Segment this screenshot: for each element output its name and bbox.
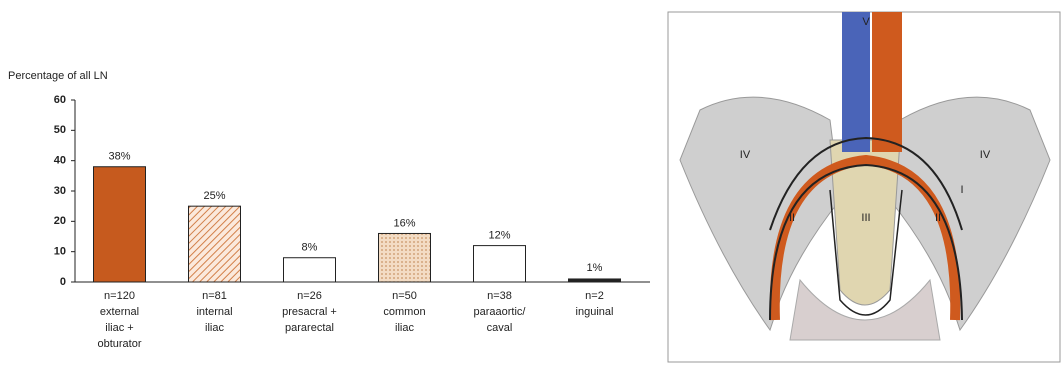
y-tick-label: 50 — [54, 124, 66, 136]
y-tick-label: 10 — [54, 246, 66, 258]
region-label: II — [789, 212, 795, 224]
data-label: 25% — [203, 190, 225, 202]
sacrum — [829, 139, 901, 306]
y-tick-label: 0 — [60, 276, 66, 288]
bar — [473, 245, 526, 283]
x-tick-label: iliac + — [105, 322, 133, 334]
artery — [872, 12, 902, 152]
x-tick-label: paraaortic/ — [474, 306, 527, 318]
x-tick-label: iliac — [395, 322, 414, 334]
region-outline — [769, 136, 963, 231]
region-outline — [769, 163, 963, 321]
y-axis-label: Percentage of all LN — [8, 70, 108, 82]
y-tick-label: 30 — [54, 185, 66, 197]
data-label: 8% — [302, 242, 318, 254]
data-label: 16% — [393, 217, 415, 229]
x-tick-label: n=38 — [487, 290, 512, 302]
y-tick-label: 40 — [54, 155, 66, 167]
vein — [842, 12, 870, 152]
pubis — [789, 278, 941, 341]
x-tick-label: obturator — [97, 338, 141, 350]
x-tick-label: n=81 — [202, 290, 227, 302]
label-bg — [485, 229, 514, 242]
region-label: V — [862, 16, 870, 28]
bar — [283, 257, 336, 283]
x-tick-label: internal — [196, 306, 232, 318]
x-tick-label: presacral + — [282, 306, 337, 318]
label-bg — [200, 190, 229, 203]
label-bg — [105, 150, 134, 163]
y-tick-label: 60 — [54, 94, 66, 106]
region-label: IV — [740, 149, 751, 161]
bar — [378, 232, 431, 283]
ilium-left — [679, 96, 841, 332]
bar — [188, 205, 241, 283]
bar-chart: Percentage of all LN 0 10 20 30 40 50 60 38% n=1… — [8, 70, 650, 350]
x-tick-label: pararectal — [285, 322, 334, 334]
ilium-right — [889, 96, 1051, 332]
data-label: 1% — [587, 262, 603, 274]
illustration: V IV IV III II II I — [667, 11, 1061, 363]
bar — [93, 166, 146, 283]
x-tick-label: n=2 — [585, 290, 604, 302]
data-label: 12% — [488, 230, 510, 242]
region-label: I — [960, 184, 963, 196]
label-bg — [390, 217, 419, 230]
region-label: IV — [980, 149, 991, 161]
iliac-vessels — [769, 154, 961, 321]
data-label: 38% — [108, 151, 130, 163]
bar — [568, 278, 621, 283]
x-tick-label: iliac — [205, 322, 224, 334]
region-label: II — [935, 212, 941, 224]
x-tick-label: caval — [487, 322, 513, 334]
region-label: III — [861, 212, 870, 224]
region-outline — [829, 189, 903, 316]
label-bg — [295, 241, 324, 254]
x-tick-label: common — [383, 306, 425, 318]
x-tick-label: n=50 — [392, 290, 417, 302]
x-tick-label: external — [100, 306, 139, 318]
x-tick-label: inguinal — [576, 306, 614, 318]
y-tick-label: 20 — [54, 215, 66, 227]
x-tick-label: n=26 — [297, 290, 322, 302]
x-tick-label: n=120 — [104, 290, 135, 302]
